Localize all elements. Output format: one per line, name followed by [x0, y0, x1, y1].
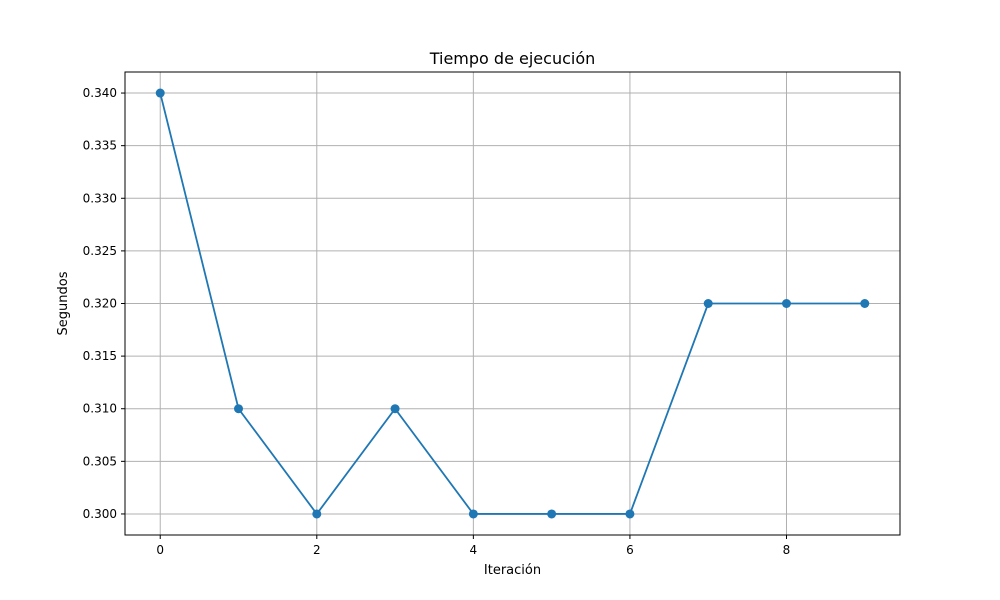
data-point: [625, 509, 635, 519]
x-axis-label: Iteración: [484, 563, 541, 578]
data-point: [234, 404, 244, 414]
y-tick-label: 0.320: [83, 297, 117, 311]
data-point: [781, 299, 791, 308]
y-tick-label: 0.310: [83, 402, 117, 416]
y-tick-label: 0.330: [83, 191, 117, 205]
axis-ticks: 0 2 4 6 8 0.300 0.305 0.310 0.315 0.320 0.325 0.330…: [83, 86, 791, 557]
series-line: [159, 92, 865, 516]
y-tick-label: 0.325: [83, 244, 117, 258]
chart-title: Tiempo de ejecución: [429, 49, 596, 68]
data-point: [312, 509, 322, 519]
x-tick-label: 2: [313, 543, 321, 557]
data-point: [390, 404, 400, 414]
x-tick-label: 8: [783, 543, 791, 557]
y-axis-label: Segundos: [56, 271, 71, 335]
x-tick-label: 6: [626, 543, 634, 557]
y-tick-label: 0.300: [83, 507, 117, 521]
y-tick-label: 0.335: [83, 139, 117, 153]
y-tick-label: 0.315: [83, 349, 117, 363]
data-point: [468, 509, 478, 519]
y-tick-label: 0.340: [83, 86, 117, 100]
data-point: [547, 509, 557, 519]
y-tick-label: 0.305: [83, 454, 117, 468]
x-tick-label: 0: [156, 543, 164, 557]
data-point: [703, 299, 713, 308]
data-point: [155, 88, 165, 98]
x-tick-label: 4: [470, 543, 478, 557]
series-layer: [155, 88, 870, 519]
data-point: [860, 299, 870, 308]
